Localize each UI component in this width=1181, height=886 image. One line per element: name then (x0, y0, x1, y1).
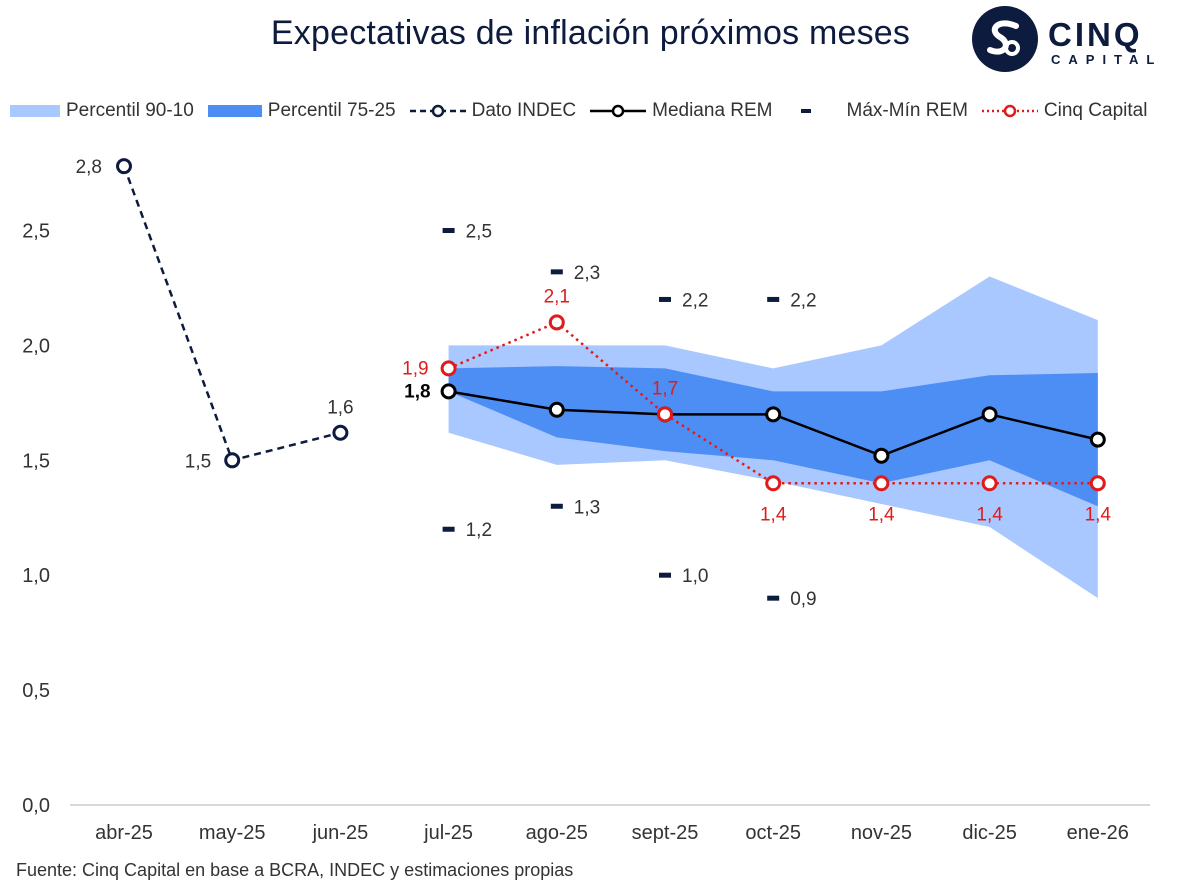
x-tick-label-ago-25: ago-25 (526, 822, 588, 844)
rem-min-label: 1,3 (574, 497, 600, 518)
cinq-label: 1,9 (402, 358, 428, 379)
rem-min-label: 1,2 (466, 520, 492, 541)
cinq-label: 1,4 (1085, 504, 1112, 525)
x-tick-label-sept-25: sept-25 (632, 822, 699, 844)
rem-max-marker (550, 269, 563, 275)
legend-swatch-cinq (981, 104, 1038, 118)
cinq-point (765, 475, 782, 492)
legend-swatch-maxmin (800, 109, 811, 113)
legend-label-cinq: Cinq Capital (1043, 100, 1148, 121)
y-tick-label: 1,0 (22, 565, 50, 587)
cinq-label: 1,4 (868, 504, 895, 525)
rem-max-marker (659, 296, 671, 302)
indec-point (116, 158, 132, 175)
indec-point (332, 424, 349, 441)
x-tick-label-ene-26: ene-26 (1067, 822, 1129, 844)
x-tick-label-jul-25: jul-25 (423, 822, 473, 844)
median-point (548, 401, 565, 418)
legend-swatch-75-25 (207, 105, 262, 117)
logo-main-text: CINQ (1048, 16, 1143, 53)
cinq-point (548, 314, 565, 331)
rem-max-marker (767, 296, 780, 302)
legend-percentil-90-10: Percentil 90-10 (10, 100, 194, 122)
indec-label: 1,5 (185, 451, 211, 472)
cinq-point (657, 406, 673, 423)
legend-label-indec: Dato INDEC (471, 100, 577, 121)
cinq-label: 1,4 (976, 504, 1003, 525)
inflation-chart: 0,0 0,5 1,0 1,5 2,0 2,5 abr-25 may-25 jun-25 jul-… (22, 157, 1150, 844)
x-tick-label-oct-25: oct-25 (745, 822, 801, 844)
legend-percentil-75-25: Percentil 75-25 (207, 100, 396, 122)
median-point (873, 447, 890, 464)
x-tick-label-nov-25: nov-25 (851, 822, 912, 844)
rem-min-marker (550, 503, 563, 509)
x-tick-label-jun-25: jun-25 (312, 822, 369, 844)
chart-title: Expectativas de inflación próximos meses (270, 14, 911, 52)
logo-sub-text: CAPITAL (1051, 52, 1162, 67)
cinq-label: 2,1 (544, 286, 570, 307)
median-point (440, 383, 457, 400)
source-footer: Fuente: Cinq Capital en base a BCRA, IND… (16, 860, 574, 880)
chart-legend: Percentil 90-10 Percentil 75-25 Dato IND… (10, 98, 1180, 124)
x-tick-label-abr-25: abr-25 (95, 822, 153, 844)
indec-point (224, 452, 241, 469)
legend-mediana-rem: Mediana REM (590, 100, 773, 122)
legend-swatch-90-10 (10, 105, 60, 117)
cinq-capital-logo: CINQ CAPITAL (972, 6, 1162, 72)
legend-label-maxmin: Máx-Mín REM (846, 100, 968, 121)
band-percentil-75-25 (448, 366, 1098, 507)
y-tick-label: 1,5 (22, 450, 50, 472)
legend-swatch-indec (409, 104, 466, 118)
rem-max-label: 2,2 (682, 290, 708, 311)
legend-label-75-25: Percentil 75-25 (267, 100, 396, 121)
rem-max-label: 2,3 (574, 263, 600, 284)
indec-line (122, 165, 341, 462)
y-tick-label: 0,0 (22, 795, 50, 817)
median-point (981, 406, 998, 423)
rem-max-label: 2,2 (790, 290, 816, 311)
rem-min-label: 1,0 (682, 566, 708, 587)
cinq-label: 1,4 (760, 504, 787, 525)
legend-cinq-capital: Cinq Capital (981, 100, 1148, 122)
rem-min-label: 0,9 (790, 589, 816, 610)
indec-label: 1,6 (327, 398, 353, 419)
legend-label-90-10: Percentil 90-10 (66, 100, 194, 121)
legend-label-median: Mediana REM (652, 100, 773, 121)
cinq-point (440, 360, 457, 377)
median-point (1089, 431, 1106, 448)
median-label: 1,8 (404, 381, 430, 402)
rem-min-marker (659, 572, 671, 578)
cinq-label: 1,7 (652, 378, 678, 399)
rem-min-marker (442, 526, 455, 532)
cinq-point (873, 475, 890, 492)
x-tick-label-dic-25: dic-25 (962, 822, 1016, 844)
legend-max-min-rem: Máx-Mín REM (800, 100, 968, 122)
y-tick-label: 0,5 (22, 680, 50, 702)
indec-label: 2,8 (76, 157, 102, 178)
cinq-point (1089, 475, 1106, 492)
legend-dato-indec: Dato INDEC (409, 100, 577, 122)
legend-swatch-median (590, 104, 647, 118)
rem-max-marker (442, 228, 455, 233)
median-point (765, 406, 782, 423)
x-tick-label-may-25: may-25 (199, 822, 266, 844)
y-tick-label: 2,5 (22, 221, 50, 243)
rem-max-label: 2,5 (466, 222, 492, 243)
y-tick-label: 2,0 (22, 335, 50, 357)
cinq-point (981, 475, 998, 492)
rem-min-marker (767, 595, 780, 601)
